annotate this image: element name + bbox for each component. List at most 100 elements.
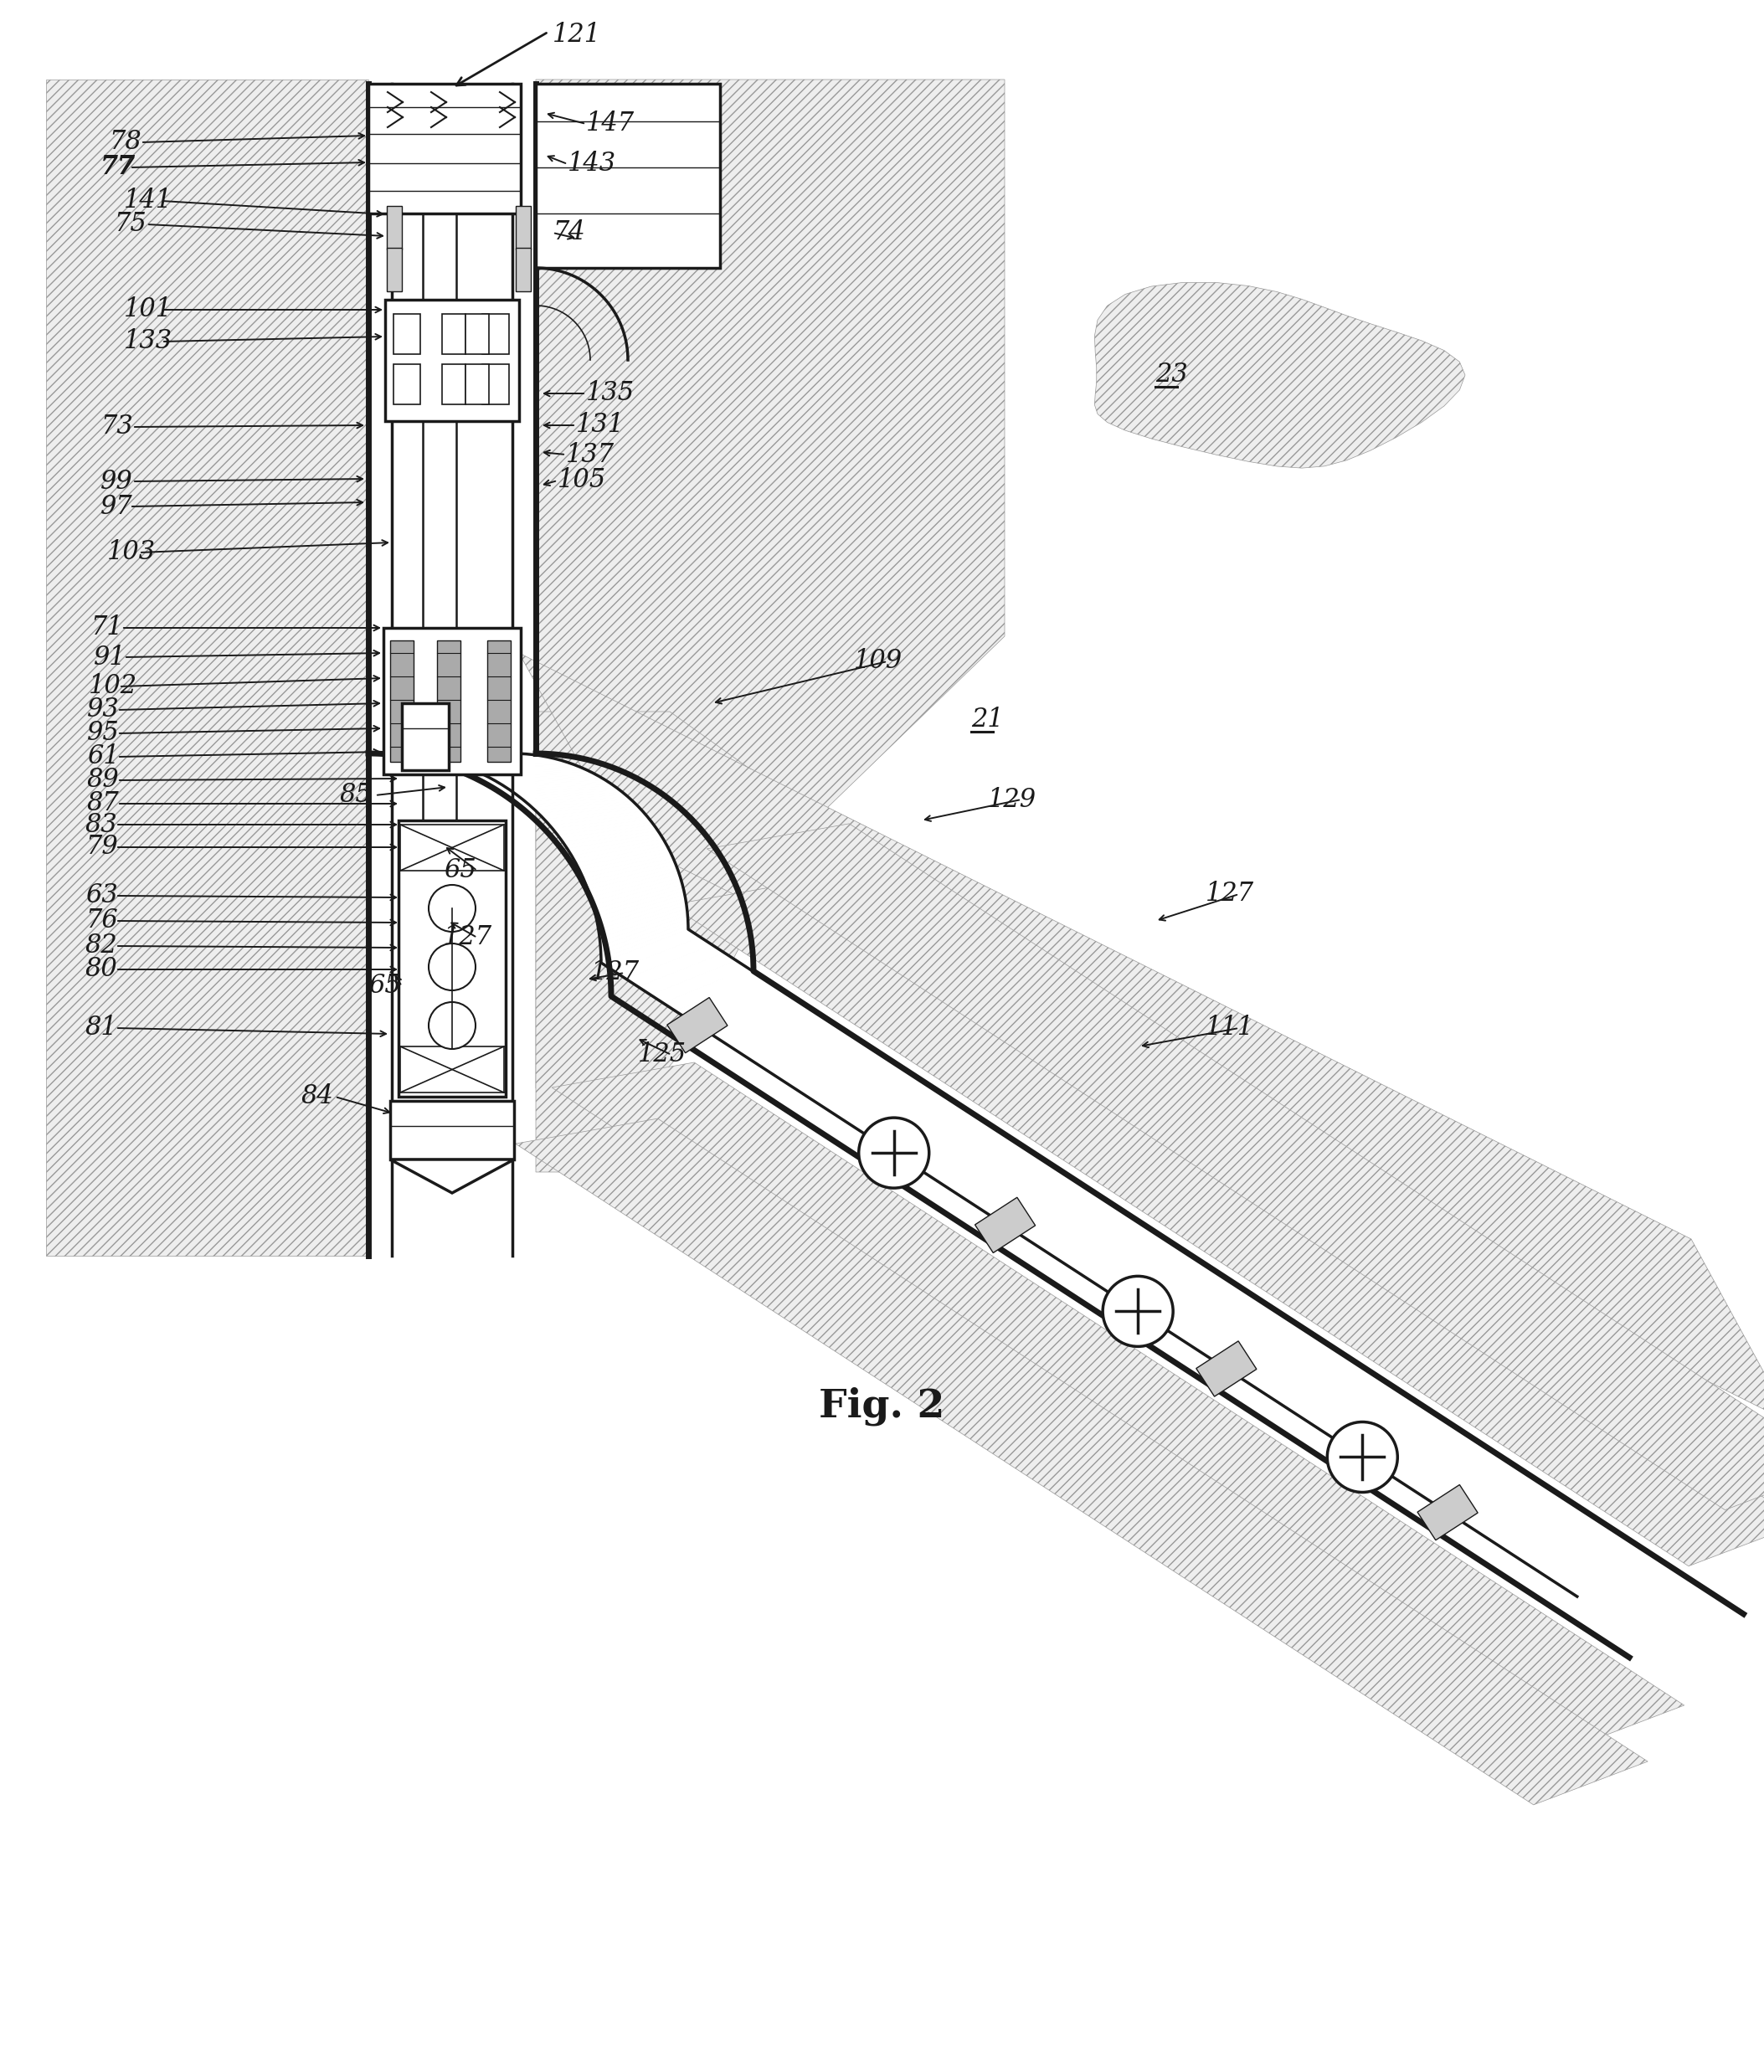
Text: 127: 127 [445, 924, 492, 951]
Polygon shape [596, 891, 684, 922]
Text: 79: 79 [85, 835, 118, 860]
Bar [393, 365, 420, 404]
Polygon shape [593, 881, 683, 910]
Polygon shape [594, 887, 684, 918]
Polygon shape [561, 825, 656, 841]
Polygon shape [713, 999, 808, 1042]
Polygon shape [1071, 1225, 1155, 1276]
Text: 82: 82 [85, 932, 118, 959]
Polygon shape [542, 806, 640, 818]
Text: 127: 127 [1205, 881, 1254, 908]
Polygon shape [515, 1119, 1648, 1805]
Text: 103: 103 [108, 539, 155, 566]
Polygon shape [602, 928, 688, 963]
Polygon shape [600, 905, 686, 939]
Polygon shape [614, 937, 713, 978]
Circle shape [429, 885, 476, 932]
Text: 131: 131 [577, 412, 624, 439]
Polygon shape [579, 850, 670, 870]
Circle shape [859, 1117, 930, 1187]
Polygon shape [538, 804, 639, 816]
Polygon shape [886, 1109, 975, 1156]
Polygon shape [848, 1086, 940, 1131]
Bar [400, 1046, 505, 1092]
Polygon shape [589, 870, 679, 897]
Polygon shape [1157, 1280, 1240, 1332]
Text: 23: 23 [1155, 363, 1187, 387]
Polygon shape [580, 852, 672, 874]
Bar [443, 365, 466, 404]
Polygon shape [563, 827, 658, 845]
Polygon shape [1108, 1249, 1192, 1299]
Polygon shape [1355, 1405, 1432, 1461]
Polygon shape [1552, 1529, 1625, 1589]
Text: 61: 61 [86, 744, 120, 771]
Polygon shape [547, 812, 646, 825]
Text: 91: 91 [93, 644, 127, 669]
Polygon shape [519, 653, 1764, 1423]
Polygon shape [1416, 1444, 1492, 1500]
Polygon shape [750, 1024, 845, 1067]
Polygon shape [586, 864, 677, 889]
Polygon shape [570, 837, 663, 856]
Polygon shape [923, 1131, 1013, 1179]
Polygon shape [564, 831, 660, 850]
Text: 121: 121 [552, 23, 602, 48]
Polygon shape [670, 881, 1764, 1566]
Text: 102: 102 [88, 673, 138, 700]
Text: 65: 65 [369, 974, 400, 999]
Polygon shape [503, 779, 609, 787]
Polygon shape [935, 1140, 1025, 1187]
Polygon shape [480, 771, 589, 775]
Polygon shape [1491, 1490, 1565, 1548]
Text: 89: 89 [86, 767, 120, 794]
Polygon shape [1021, 1193, 1108, 1243]
Polygon shape [1244, 1334, 1325, 1388]
Polygon shape [799, 1055, 893, 1098]
Text: 141: 141 [123, 189, 173, 213]
Polygon shape [582, 856, 674, 879]
Bar [390, 640, 413, 762]
Polygon shape [556, 818, 651, 835]
Text: 125: 125 [639, 1042, 686, 1067]
Text: 73: 73 [101, 414, 132, 439]
Bar [667, 997, 727, 1053]
Polygon shape [596, 895, 686, 926]
Text: Fig. 2: Fig. 2 [818, 1386, 944, 1426]
Polygon shape [587, 868, 677, 893]
Polygon shape [1268, 1351, 1348, 1405]
Bar [437, 640, 460, 762]
Bar [482, 365, 510, 404]
Circle shape [429, 1003, 476, 1048]
Polygon shape [1305, 1374, 1385, 1428]
Bar [466, 365, 489, 404]
Polygon shape [1058, 1218, 1145, 1268]
Polygon shape [529, 796, 630, 808]
Text: 75: 75 [115, 211, 146, 238]
Polygon shape [552, 1063, 1685, 1749]
Bar [466, 315, 489, 354]
Polygon shape [536, 79, 1005, 1088]
Text: 74: 74 [552, 220, 586, 247]
Text: 83: 83 [85, 812, 118, 837]
Text: 99: 99 [101, 468, 132, 495]
Polygon shape [651, 961, 748, 1003]
Bar [369, 83, 520, 213]
Polygon shape [557, 823, 654, 839]
Text: 77: 77 [101, 155, 136, 180]
Polygon shape [510, 783, 614, 792]
Polygon shape [960, 1156, 1048, 1204]
Polygon shape [997, 1179, 1085, 1227]
Text: 78: 78 [109, 128, 141, 155]
Polygon shape [707, 825, 1764, 1510]
Bar [536, 83, 720, 267]
Text: 111: 111 [1205, 1015, 1254, 1040]
Polygon shape [898, 1117, 988, 1162]
Bar [402, 702, 448, 771]
Polygon shape [1454, 1467, 1528, 1525]
Polygon shape [700, 992, 796, 1034]
Text: 63: 63 [85, 883, 118, 910]
Polygon shape [1281, 1357, 1360, 1411]
Text: 135: 135 [586, 381, 635, 406]
Polygon shape [836, 1077, 928, 1123]
